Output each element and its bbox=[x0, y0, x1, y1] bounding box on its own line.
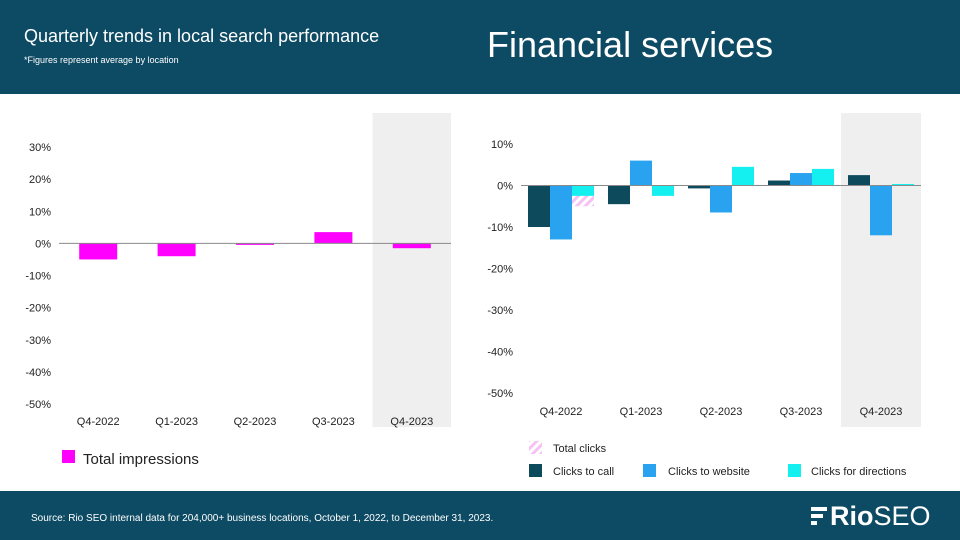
bar-total-impressions bbox=[314, 232, 353, 244]
chart-title: Quarterly trends in local search perform… bbox=[24, 26, 380, 46]
x-tick-label: Q2-2023 bbox=[700, 406, 743, 418]
x-tick-label: Q2-2023 bbox=[234, 416, 277, 428]
bar-clicks-for-directions bbox=[812, 168, 834, 186]
bar-clicks-to-website bbox=[630, 160, 652, 186]
y-tick-label: -30% bbox=[25, 335, 51, 347]
logo-text-bold: Rio bbox=[830, 501, 874, 531]
y-tick-label: -20% bbox=[25, 303, 51, 315]
y-tick-label: -20% bbox=[487, 264, 513, 276]
bar-total-impressions bbox=[157, 243, 196, 257]
y-tick-label: 10% bbox=[491, 139, 513, 151]
y-tick-label: 20% bbox=[29, 174, 51, 186]
bar-clicks-for-directions bbox=[652, 185, 674, 196]
legend-swatch-total-clicks bbox=[529, 441, 542, 454]
bar-total-impressions bbox=[392, 243, 431, 249]
bar-clicks-to-call bbox=[768, 180, 790, 186]
x-tick-label: Q1-2023 bbox=[155, 416, 198, 428]
bar-clicks-to-website bbox=[710, 185, 732, 213]
x-tick-label: Q3-2023 bbox=[780, 406, 823, 418]
clicks-chart: 10% 0% -10% -20% -30% -40% -50% Q4-2022 Q1-2023 Q… bbox=[487, 113, 921, 478]
chart-footnote: *Figures represent average by location bbox=[24, 55, 179, 65]
y-tick-label: 10% bbox=[29, 206, 51, 218]
x-tick-label: Q1-2023 bbox=[620, 406, 663, 418]
y-tick-label: 0% bbox=[497, 181, 513, 193]
legend-label-total-impressions: Total impressions bbox=[83, 451, 199, 468]
rio-seo-logo: RioSEO bbox=[810, 501, 950, 531]
bar-clicks-to-website bbox=[550, 185, 572, 240]
y-tick-label: -40% bbox=[487, 347, 513, 359]
bar-clicks-to-website bbox=[790, 173, 812, 186]
bar-clicks-to-call bbox=[528, 185, 550, 227]
x-tick-label: Q4-2023 bbox=[390, 416, 433, 428]
source-note: Source: Rio SEO internal data for 204,00… bbox=[31, 513, 494, 524]
x-tick-label: Q3-2023 bbox=[312, 416, 355, 428]
highlight-band bbox=[841, 113, 921, 427]
bar-total-impressions bbox=[236, 243, 274, 245]
charts-canvas: 30% 20% 10% 0% -10% -20% -30% -40% -50% Q4-2022 Q1… bbox=[25, 113, 921, 478]
legend-label-clicks-to-call: Clicks to call bbox=[553, 466, 614, 478]
y-tick-label: -50% bbox=[487, 388, 513, 400]
highlight-band bbox=[372, 113, 451, 427]
bar-clicks-to-call bbox=[608, 185, 630, 205]
x-tick-label: Q4-2022 bbox=[77, 416, 120, 428]
bar-clicks-to-call bbox=[848, 175, 870, 186]
bar-clicks-to-call bbox=[688, 185, 710, 189]
rio-logo-icon bbox=[811, 507, 827, 525]
footer-banner: Source: Rio SEO internal data for 204,00… bbox=[0, 491, 960, 540]
section-title: Financial services bbox=[487, 24, 774, 65]
legend-swatch-total-impressions bbox=[62, 450, 75, 463]
x-tick-label: Q4-2023 bbox=[860, 406, 903, 418]
header-banner: Quarterly trends in local search perform… bbox=[0, 0, 960, 94]
legend-label-total-clicks: Total clicks bbox=[553, 443, 607, 455]
bar-clicks-for-directions bbox=[732, 166, 754, 186]
y-tick-label: -10% bbox=[25, 271, 51, 283]
y-tick-label: -10% bbox=[487, 222, 513, 234]
legend-swatch-clicks-to-call bbox=[529, 464, 542, 477]
bar-clicks-for-directions bbox=[892, 184, 914, 186]
legend-swatch-clicks-for-directions bbox=[788, 464, 801, 477]
y-tick-label: 30% bbox=[29, 142, 51, 154]
y-tick-label: -50% bbox=[25, 399, 51, 411]
logo-text-light: SEO bbox=[873, 501, 931, 531]
legend-label-clicks-to-website: Clicks to website bbox=[668, 466, 750, 478]
y-tick-label: 0% bbox=[35, 238, 51, 250]
y-tick-label: -40% bbox=[25, 367, 51, 379]
legend-swatch-clicks-to-website bbox=[643, 464, 656, 477]
legend-label-clicks-for-directions: Clicks for directions bbox=[811, 466, 907, 478]
y-tick-label: -30% bbox=[487, 305, 513, 317]
bar-clicks-for-directions bbox=[572, 185, 594, 196]
bar-total-impressions bbox=[79, 243, 118, 260]
impressions-chart: 30% 20% 10% 0% -10% -20% -30% -40% -50% Q4-2022 Q1… bbox=[25, 113, 451, 468]
x-tick-label: Q4-2022 bbox=[540, 406, 583, 418]
bar-clicks-to-website bbox=[870, 185, 892, 236]
